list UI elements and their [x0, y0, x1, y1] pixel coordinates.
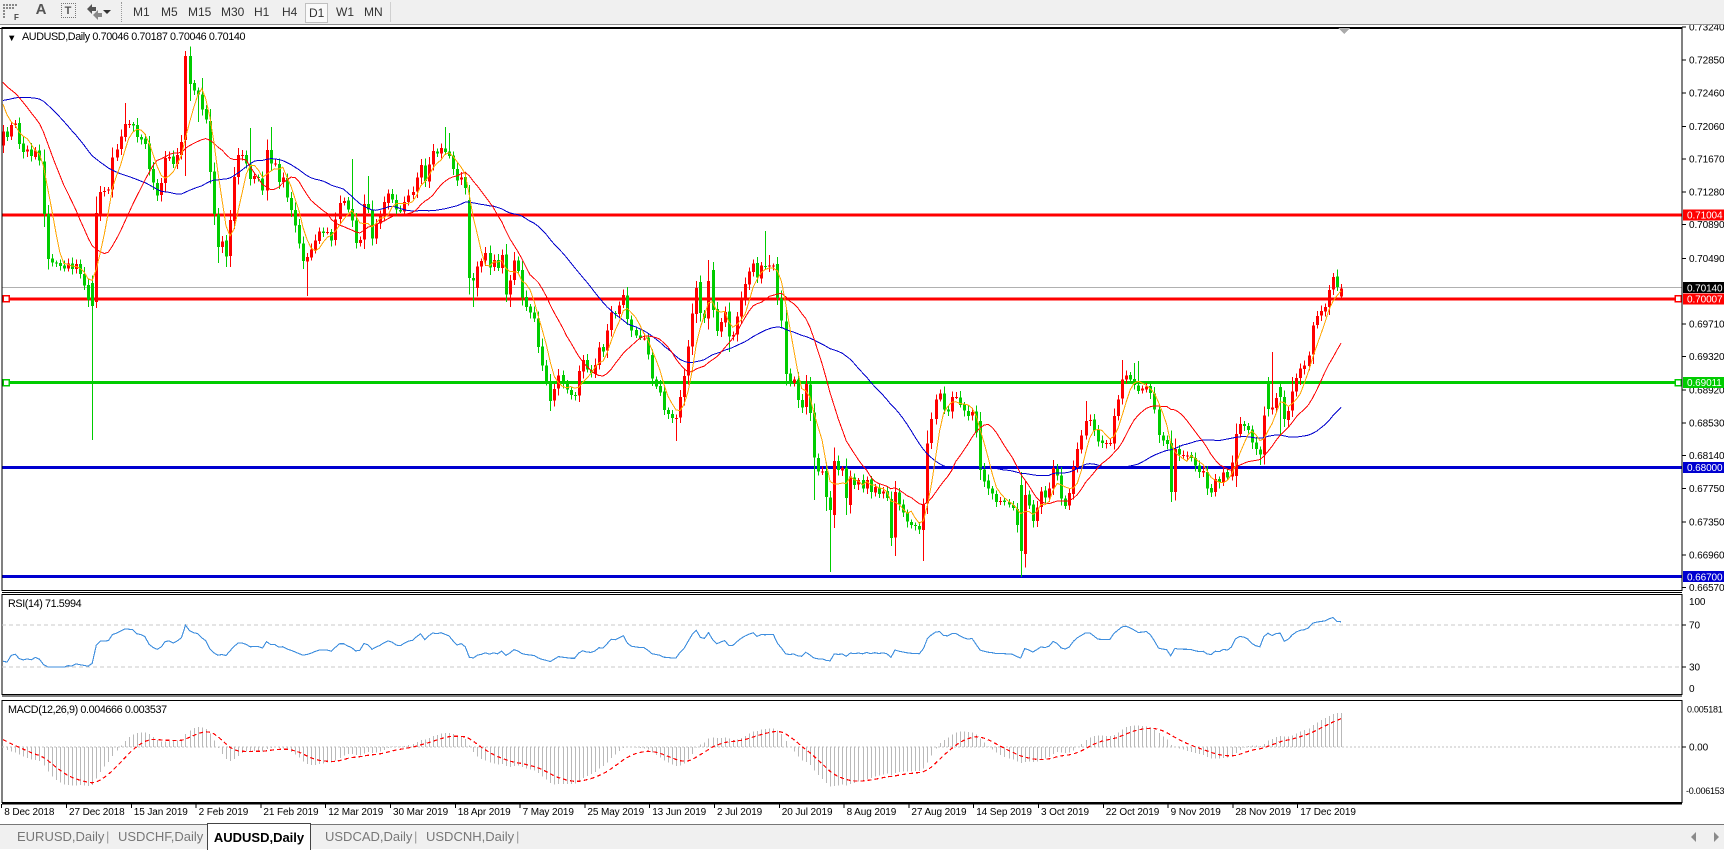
svg-text:0.67350: 0.67350 — [1689, 518, 1724, 529]
svg-text:0.72850: 0.72850 — [1689, 56, 1724, 67]
svg-text:0.70140: 0.70140 — [1687, 283, 1723, 294]
svg-text:14 Sep 2019: 14 Sep 2019 — [976, 807, 1032, 818]
svg-text:25 May 2019: 25 May 2019 — [587, 807, 644, 818]
svg-text:RSI(14) 71.5994: RSI(14) 71.5994 — [8, 598, 82, 610]
svg-text:100: 100 — [1689, 597, 1706, 608]
svg-text:30 Mar 2019: 30 Mar 2019 — [393, 807, 449, 818]
svg-text:AUDUSD,Daily 0.70046 0.70187: AUDUSD,Daily 0.70046 0.70187 0.70046 0.7… — [22, 31, 245, 43]
svg-text:13 Jun 2019: 13 Jun 2019 — [652, 807, 706, 818]
svg-text:0.69320: 0.69320 — [1689, 352, 1724, 363]
svg-text:▼: ▼ — [7, 33, 16, 44]
svg-text:F: F — [14, 13, 19, 22]
svg-text:8 Dec 2018: 8 Dec 2018 — [4, 807, 55, 818]
svg-text:30: 30 — [1689, 662, 1700, 673]
svg-text:27 Dec 2018: 27 Dec 2018 — [69, 807, 125, 818]
svg-text:0.68530: 0.68530 — [1689, 419, 1724, 430]
svg-text:0.68920: 0.68920 — [1689, 386, 1724, 397]
svg-text:70: 70 — [1689, 620, 1700, 631]
svg-text:3 Oct 2019: 3 Oct 2019 — [1041, 807, 1089, 818]
svg-text:0: 0 — [1689, 684, 1695, 695]
svg-text:21 Feb 2019: 21 Feb 2019 — [263, 807, 319, 818]
svg-text:0.71004: 0.71004 — [1687, 211, 1723, 222]
svg-text:-0.006153: -0.006153 — [1686, 786, 1724, 796]
svg-text:28 Nov 2019: 28 Nov 2019 — [1235, 807, 1291, 818]
svg-text:0.70490: 0.70490 — [1689, 254, 1724, 265]
svg-text:0.66700: 0.66700 — [1687, 572, 1723, 583]
svg-text:0.00: 0.00 — [1689, 742, 1709, 753]
svg-text:17 Dec 2019: 17 Dec 2019 — [1300, 807, 1356, 818]
svg-text:0.71670: 0.71670 — [1689, 155, 1724, 166]
svg-text:0.69710: 0.69710 — [1689, 319, 1724, 330]
svg-text:2 Jul 2019: 2 Jul 2019 — [717, 807, 763, 818]
svg-text:0.70890: 0.70890 — [1689, 220, 1724, 231]
svg-text:15 Jan 2019: 15 Jan 2019 — [134, 807, 188, 818]
svg-text:0.69011: 0.69011 — [1687, 378, 1722, 389]
svg-text:8 Aug 2019: 8 Aug 2019 — [847, 807, 897, 818]
svg-text:0.005181: 0.005181 — [1687, 704, 1723, 714]
svg-text:2 Feb 2019: 2 Feb 2019 — [199, 807, 249, 818]
svg-text:7 May 2019: 7 May 2019 — [523, 807, 575, 818]
svg-text:0.72460: 0.72460 — [1689, 88, 1724, 99]
svg-text:0.73240: 0.73240 — [1689, 23, 1724, 34]
svg-text:22 Oct 2019: 22 Oct 2019 — [1106, 807, 1160, 818]
svg-text:9 Nov 2019: 9 Nov 2019 — [1171, 807, 1222, 818]
svg-text:20 Jul 2019: 20 Jul 2019 — [782, 807, 833, 818]
svg-text:0.71280: 0.71280 — [1689, 187, 1724, 198]
svg-text:27 Aug 2019: 27 Aug 2019 — [911, 807, 967, 818]
svg-text:MACD(12,26,9) 0.004666 0.00353: MACD(12,26,9) 0.004666 0.003537 — [8, 704, 167, 716]
svg-text:0.67750: 0.67750 — [1689, 484, 1724, 495]
svg-text:0.70007: 0.70007 — [1687, 295, 1723, 306]
svg-text:12 Mar 2019: 12 Mar 2019 — [328, 807, 384, 818]
svg-text:0.66960: 0.66960 — [1689, 550, 1724, 561]
svg-text:0.66570: 0.66570 — [1689, 583, 1724, 594]
svg-text:0.68000: 0.68000 — [1687, 463, 1723, 474]
svg-text:0.72060: 0.72060 — [1689, 122, 1724, 133]
svg-text:0.68140: 0.68140 — [1689, 451, 1724, 462]
svg-text:18 Apr 2019: 18 Apr 2019 — [458, 807, 511, 818]
